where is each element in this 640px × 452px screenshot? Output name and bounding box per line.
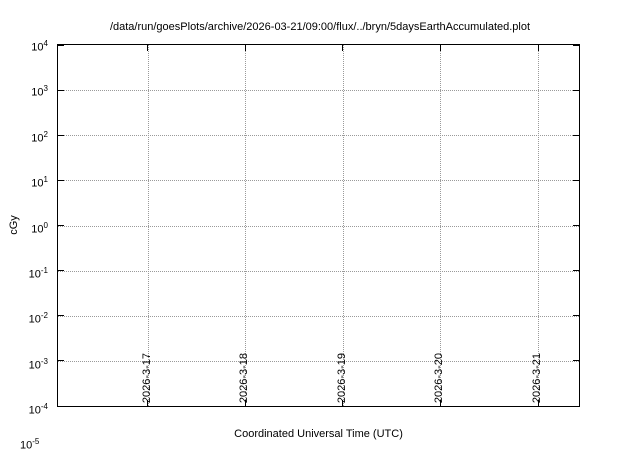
- x-tick-mark: [537, 45, 539, 51]
- y-tick-mark: [573, 134, 579, 136]
- x-tick-mark: [147, 45, 149, 51]
- grid-line-horizontal: [58, 90, 579, 92]
- y-tick-label: 103: [31, 84, 48, 100]
- y-tick-label: 102: [31, 129, 48, 145]
- grid-line-horizontal: [58, 315, 579, 317]
- y-tick-mark: [58, 179, 64, 181]
- y-tick-label: 10-1: [28, 265, 48, 281]
- grid-line-vertical: [342, 45, 344, 406]
- x-tick-label: 2026-3-18: [238, 352, 251, 403]
- x-tick-mark: [537, 400, 539, 406]
- y-tick-mark: [58, 225, 64, 226]
- grid-line-vertical: [147, 45, 149, 406]
- y-tick-mark: [573, 405, 579, 407]
- x-tick-mark: [439, 45, 441, 51]
- grid-line-vertical: [245, 45, 247, 406]
- x-tick-mark: [244, 400, 246, 406]
- y-tick-mark: [58, 315, 64, 317]
- x-tick-label: 2026-3-21: [531, 352, 544, 403]
- grid-line-vertical: [538, 45, 540, 406]
- x-axis-label: Coordinated Universal Time (UTC): [234, 428, 403, 440]
- y-tick-label: 10-3: [28, 356, 48, 372]
- y-tick-mark: [58, 360, 64, 362]
- x-tick-mark: [439, 400, 441, 406]
- grid-line-vertical: [440, 45, 442, 406]
- y-tick-mark: [573, 315, 579, 317]
- x-tick-mark: [244, 45, 246, 51]
- grid-line-horizontal: [58, 360, 579, 362]
- plot-title: /data/run/goesPlots/archive/2026-03-21/0…: [109, 21, 531, 33]
- y-tick-mark: [58, 405, 64, 407]
- plot-area: 2026-3-17 2026-3-18 2026-3-19 2026-3-20 2026…: [57, 44, 580, 407]
- y-tick-label: 100: [31, 220, 48, 236]
- x-tick-mark: [342, 45, 344, 51]
- grid-line-horizontal: [58, 180, 579, 182]
- y-tick-mark: [573, 44, 579, 46]
- grid-line-horizontal: [58, 270, 579, 272]
- grid-line-horizontal: [58, 225, 579, 227]
- y-tick-mark: [573, 89, 579, 91]
- y-tick-mark: [573, 360, 579, 362]
- x-tick-mark: [342, 400, 344, 406]
- y-tick-label: 101: [31, 175, 48, 190]
- y-tick-mark: [58, 134, 64, 136]
- y-tick-mark: [573, 179, 579, 181]
- x-tick-label: 2026-3-20: [433, 352, 446, 403]
- y-tick-mark: [573, 270, 579, 272]
- y-tick-label: 104: [31, 39, 48, 54]
- y-tick-mark: [573, 225, 579, 226]
- y-tick-label: 10-2: [28, 311, 48, 326]
- y-tick-mark: [58, 44, 64, 46]
- grid-line-horizontal: [58, 135, 579, 137]
- y-tick-mark: [58, 270, 64, 272]
- y-tick-mark: [58, 89, 64, 91]
- partial-y-tick-label: 10-5: [20, 437, 40, 452]
- x-tick-mark: [147, 400, 149, 406]
- x-tick-label: 2026-3-19: [335, 352, 348, 403]
- x-tick-label: 2026-3-17: [140, 352, 153, 403]
- y-axis-tick-labels: 104 103 102 101 100 10-1 10-2 10-3 10-4: [0, 39, 52, 417]
- y-tick-label: 10-4: [28, 402, 48, 417]
